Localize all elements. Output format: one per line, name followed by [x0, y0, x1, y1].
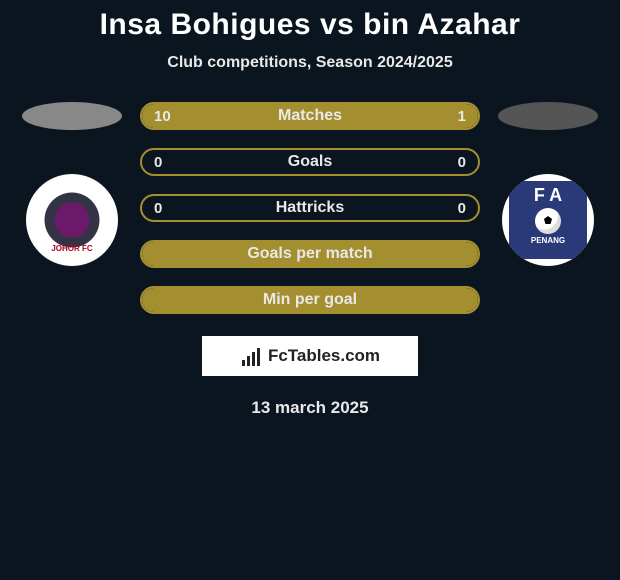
penang-logo-icon: F A PENANG — [509, 181, 587, 259]
stat-bar: Min per goal — [140, 286, 480, 314]
player-left-oval — [22, 102, 122, 130]
page-title: Insa Bohigues vs bin Azahar — [100, 8, 521, 42]
stat-fill-right — [411, 104, 478, 128]
stat-bar: Goals per match — [140, 240, 480, 268]
subtitle: Club competitions, Season 2024/2025 — [167, 54, 452, 72]
right-player-col: F A PENANG — [498, 102, 598, 266]
stat-bar: Goals 0 0 — [140, 148, 480, 176]
stat-label: Min per goal — [263, 291, 357, 309]
left-player-col: JOHOR FC — [22, 102, 122, 266]
player-left-club-circle: JOHOR FC — [26, 174, 118, 266]
penang-logo-bottom: PENANG — [531, 236, 565, 245]
player-right-oval — [498, 102, 598, 130]
player-right-club-circle: F A PENANG — [502, 174, 594, 266]
date-text: 13 march 2025 — [251, 398, 368, 418]
chart-icon — [240, 346, 262, 366]
johor-logo-label: JOHOR FC — [51, 244, 92, 253]
stat-label: Matches — [278, 107, 342, 125]
stat-bars: Matches 10 1 Goals 0 0 Hattricks 0 0 Goals per ma… — [140, 102, 480, 314]
penang-logo-top: F A — [534, 185, 562, 206]
stat-label: Goals — [288, 153, 332, 171]
stat-label: Goals per match — [247, 245, 372, 263]
stat-value-right: 0 — [458, 200, 466, 217]
stat-value-right: 0 — [458, 154, 466, 171]
stat-bar: Matches 10 1 — [140, 102, 480, 130]
johor-logo-icon: JOHOR FC — [37, 185, 107, 255]
stat-value-left: 0 — [154, 200, 162, 217]
soccer-ball-icon — [535, 208, 561, 234]
stat-value-left: 0 — [154, 154, 162, 171]
stat-fill-left — [142, 104, 411, 128]
stat-value-left: 10 — [154, 108, 171, 125]
brand-box[interactable]: FcTables.com — [202, 336, 418, 376]
comparison-widget: Insa Bohigues vs bin Azahar Club competi… — [0, 0, 620, 580]
main-area: JOHOR FC Matches101Goals00Hattricks00Goa… — [0, 102, 620, 314]
stat-bar: Hattricks 0 0 — [140, 194, 480, 222]
stat-label: Hattricks — [276, 199, 344, 217]
brand-text: FcTables.com — [268, 346, 380, 366]
stat-value-right: 1 — [458, 108, 466, 125]
